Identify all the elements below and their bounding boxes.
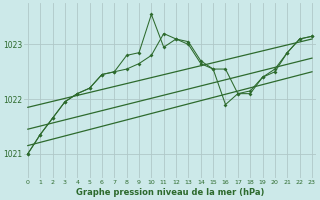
X-axis label: Graphe pression niveau de la mer (hPa): Graphe pression niveau de la mer (hPa) xyxy=(76,188,264,197)
